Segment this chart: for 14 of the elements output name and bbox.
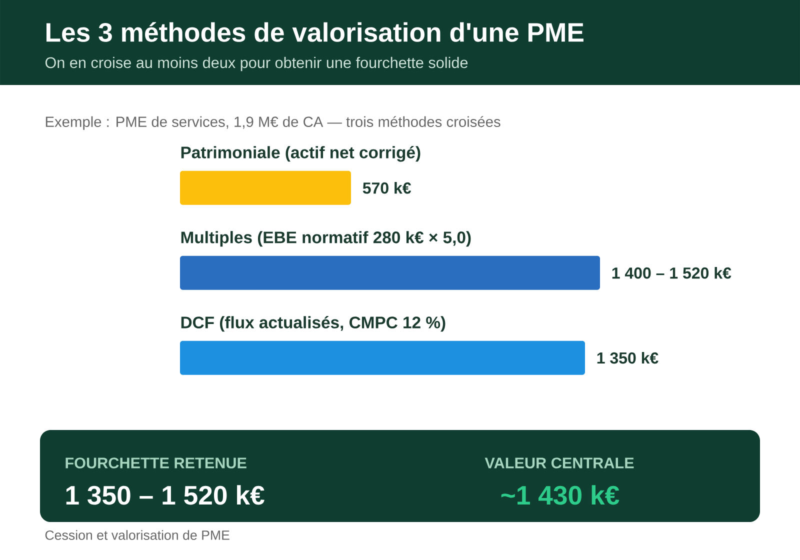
annotation: Exemple : PME de services, 1,9 M€ de CA — trois méthodes croisées	[46, 116, 500, 130]
chart-title: Les 3 méthodes de valorisation d'une PME	[46, 22, 584, 42]
chart-subtitle: On en croise au moins deux pour obtenir une fourchette solide	[45, 56, 468, 72]
y-tick-label: DCF (flux actualisés, CMPC 12 %)	[181, 316, 446, 332]
text: FOURCHETTE RETENUE	[66, 458, 246, 468]
data-label: 1 350 k€	[597, 352, 658, 364]
text: 1 350 – 1 520 k€	[66, 485, 264, 505]
text: ~1 430 k€	[501, 485, 620, 505]
data-label: 1 400 – 1 520 k€	[612, 266, 732, 279]
y-tick-label: Patrimoniale (actif net corrigé)	[181, 146, 420, 162]
text: VALEUR CENTRALE	[484, 458, 634, 468]
text: Cession et valorisation de PME	[45, 530, 230, 540]
data-label: 570 k€	[362, 182, 412, 194]
y-tick-label: Multiples (EBE normatif 280 k€ × 5,0)	[181, 231, 471, 247]
